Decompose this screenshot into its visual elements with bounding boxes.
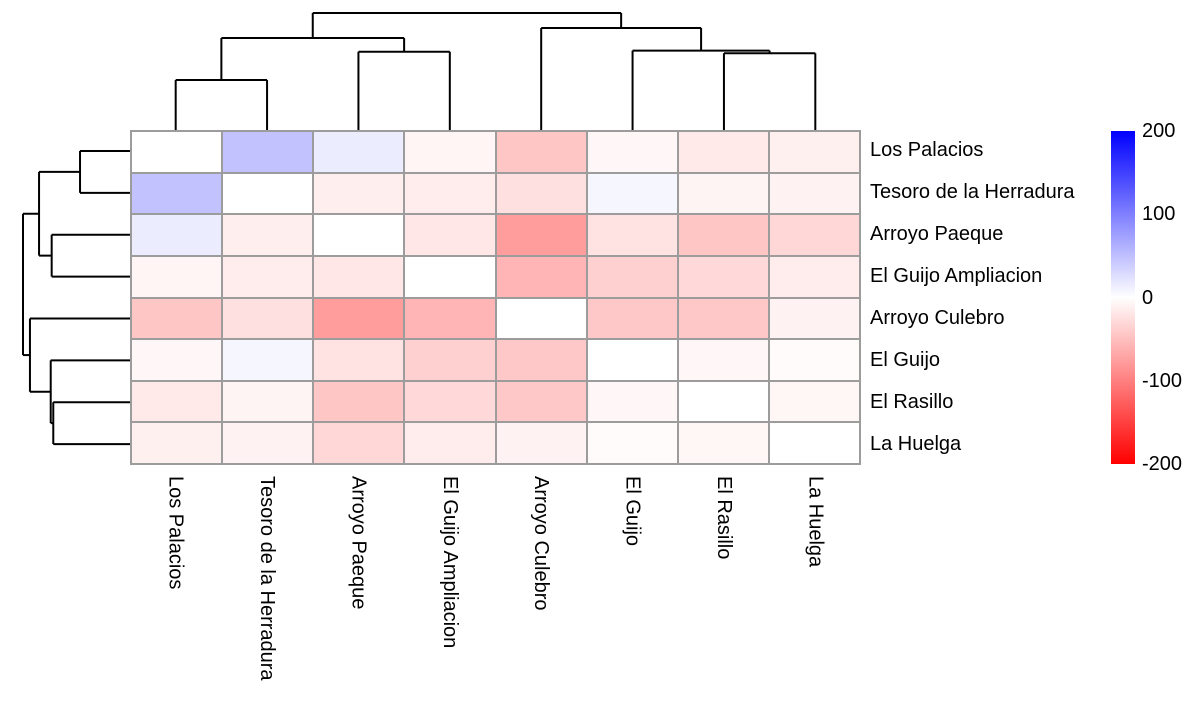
heatmap-cell <box>314 256 404 297</box>
heatmap-cell <box>405 340 495 380</box>
heatmap-cell <box>223 173 313 214</box>
heatmap-cell <box>405 173 495 214</box>
column-dendrogram <box>174 12 817 130</box>
heatmap-cell <box>405 132 495 172</box>
row-label: Los Palacios <box>870 139 984 162</box>
heatmap-cell <box>769 132 859 172</box>
heatmap-cell <box>769 381 859 422</box>
heatmap-cell <box>769 256 859 297</box>
legend-tick-labels: 200 100 0 -100 -200 <box>1142 120 1200 475</box>
heatmap-cell <box>132 132 222 172</box>
heatmap-cell <box>678 173 768 214</box>
heatmap-cell <box>496 173 586 214</box>
heatmap-cell <box>496 298 586 339</box>
heatmap-cell <box>769 173 859 214</box>
heatmap-cell <box>587 132 677 172</box>
heatmap-cell <box>769 215 859 255</box>
legend-tick: -100 <box>1142 369 1183 392</box>
row-label: Tesoro de la Herradura <box>870 181 1075 204</box>
column-label: El Guijo Ampliacion <box>438 476 461 649</box>
heatmap-cell <box>223 381 313 422</box>
heatmap-cell <box>678 423 768 463</box>
heatmap-cell <box>223 132 313 172</box>
heatmap-cell <box>223 340 313 380</box>
heatmap-cell <box>132 215 222 255</box>
heatmap-cell <box>678 340 768 380</box>
legend-tick: 200 <box>1142 120 1176 142</box>
row-labels: Los Palacios Tesoro de la Herradura Arroyo… <box>870 130 1120 465</box>
column-label: El Rasillo <box>712 476 735 560</box>
heatmap-cell <box>132 340 222 380</box>
legend-tick: -200 <box>1142 453 1183 475</box>
heatmap-cell <box>132 381 222 422</box>
heatmap-cell <box>405 381 495 422</box>
heatmap-cell <box>587 256 677 297</box>
column-label: Tesoro de la Herradura <box>256 476 279 681</box>
row-label: El Guijo Ampliacion <box>870 265 1043 288</box>
heatmap-cell <box>314 423 404 463</box>
heatmap-cell <box>587 215 677 255</box>
heatmap-cell <box>132 256 222 297</box>
legend-tick: 0 <box>1142 286 1154 309</box>
heatmap-cell <box>587 423 677 463</box>
heatmap-cell <box>496 215 586 255</box>
heatmap-cell <box>314 298 404 339</box>
heatmap-cell <box>314 381 404 422</box>
row-label: Arroyo Paeque <box>870 223 1004 246</box>
row-dendrogram <box>22 149 130 446</box>
heatmap-cell <box>678 256 768 297</box>
heatmap-cell <box>314 215 404 255</box>
heatmap-cell <box>587 381 677 422</box>
heatmap-cell <box>223 423 313 463</box>
heatmap-cell <box>678 381 768 422</box>
heatmap-grid <box>130 130 861 465</box>
row-label: El Rasillo <box>870 390 954 413</box>
column-label: Arroyo Paeque <box>347 476 370 610</box>
heatmap-cell <box>496 340 586 380</box>
heatmap-cell <box>314 173 404 214</box>
heatmap-cell <box>223 215 313 255</box>
heatmap-cell <box>769 423 859 463</box>
heatmap-cell <box>405 215 495 255</box>
heatmap-cell <box>496 381 586 422</box>
heatmap-cell <box>405 256 495 297</box>
heatmap-cell <box>314 132 404 172</box>
heatmap-cell <box>769 298 859 339</box>
heatmap-cell <box>132 423 222 463</box>
column-label: Arroyo Culebro <box>530 476 553 611</box>
column-label: Los Palacios <box>164 476 187 590</box>
heatmap-cell <box>496 423 586 463</box>
heatmap-cell <box>405 298 495 339</box>
legend-gradient-bar <box>1111 131 1135 464</box>
heatmap-cell <box>678 298 768 339</box>
column-label: La Huelga <box>804 476 827 568</box>
heatmap-cell <box>587 340 677 380</box>
heatmap-cell <box>405 423 495 463</box>
heatmap-cell <box>223 256 313 297</box>
column-label: El Guijo <box>621 476 644 547</box>
column-labels: Los Palacios Tesoro de la Herradura Arroyo… <box>130 476 861 716</box>
heatmap-cell <box>496 256 586 297</box>
row-label: Arroyo Culebro <box>870 306 1005 329</box>
heatmap-cell <box>587 173 677 214</box>
row-label: El Guijo <box>870 348 941 371</box>
heatmap-cell <box>587 298 677 339</box>
heatmap-cell <box>678 215 768 255</box>
heatmap-cell <box>769 340 859 380</box>
heatmap-cell <box>132 173 222 214</box>
heatmap-cell <box>132 298 222 339</box>
legend-tick: 100 <box>1142 203 1176 226</box>
color-legend: 200 100 0 -100 -200 <box>1111 120 1200 475</box>
heatmap-cell <box>496 132 586 172</box>
heatmap-cell <box>678 132 768 172</box>
heatmap-cell <box>223 298 313 339</box>
row-label: La Huelga <box>870 432 962 455</box>
heatmap-cell <box>314 340 404 380</box>
